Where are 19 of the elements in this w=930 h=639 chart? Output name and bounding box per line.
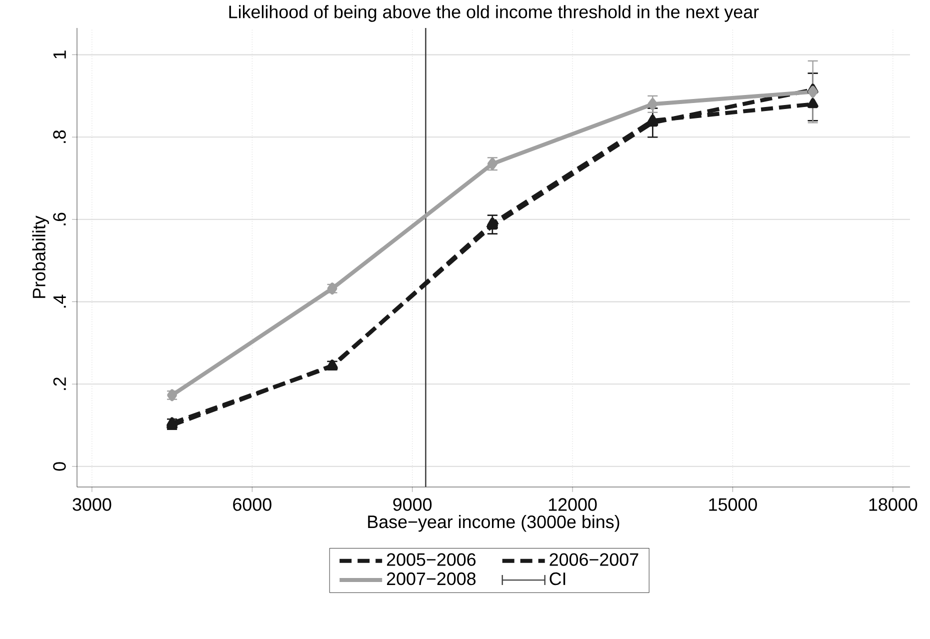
y-tick-label: .8: [53, 130, 66, 143]
x-tick-label: 15000: [709, 498, 757, 511]
x-tick-label: 6000: [233, 498, 272, 511]
legend-label: 2007−2008: [386, 572, 476, 586]
y-tick-label: .2: [53, 378, 66, 390]
chart-title: Likelihood of being above the old income threshold in the next year: [229, 5, 759, 22]
legend-label: CI: [550, 572, 566, 586]
y-axis-title: Probability: [32, 216, 49, 298]
y-tick-label: .6: [53, 212, 66, 226]
y-tick-label: 0: [53, 462, 66, 471]
legend-label: 2006−2007: [550, 553, 638, 566]
x-tick-label: 12000: [548, 498, 597, 511]
legend-label: 2005−2006: [386, 553, 476, 566]
x-tick-label: 3000: [72, 498, 112, 511]
x-tick-label: 9000: [393, 498, 432, 511]
x-tick-label: 18000: [869, 498, 918, 511]
y-tick-label: .4: [53, 294, 66, 308]
x-axis-title: Base−year income (3000e bins): [368, 515, 620, 532]
y-tick-label: 1: [53, 50, 66, 58]
